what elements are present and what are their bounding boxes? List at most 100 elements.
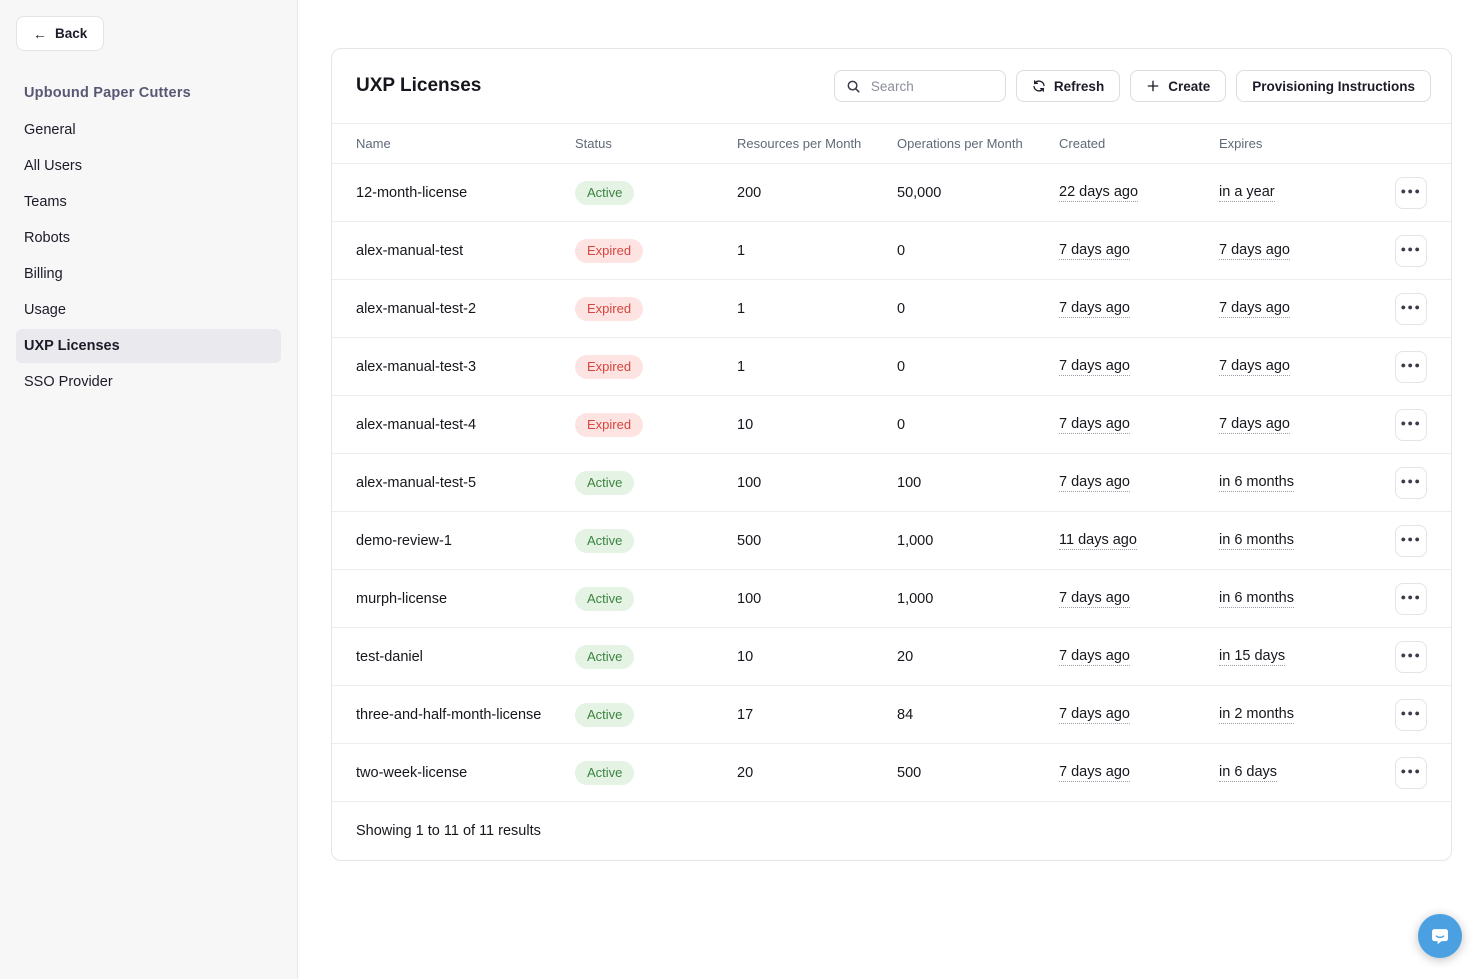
sidebar-item-general[interactable]: General [24,122,76,138]
status-badge: Active [575,470,635,495]
cell-expires[interactable]: 7 days ago [1219,357,1290,376]
cell-created[interactable]: 7 days ago [1059,705,1130,724]
cell-expires[interactable]: 7 days ago [1219,415,1290,434]
provisioning-instructions-button[interactable]: Provisioning Instructions [1236,70,1431,102]
cell-created[interactable]: 7 days ago [1059,589,1130,608]
cell-expires[interactable]: in 6 months [1219,589,1294,608]
cell-expires[interactable]: in 6 months [1219,473,1294,492]
sidebar-item-uxp-licenses[interactable]: UXP Licenses [16,329,281,363]
search-input[interactable] [868,77,994,95]
cell-created[interactable]: 7 days ago [1059,357,1130,376]
row-actions-button[interactable]: ●●● [1395,234,1427,267]
cell-name: alex-manual-test-3 [356,358,477,375]
status-badge: Active [575,760,635,785]
status-badge: Active [575,702,635,727]
cell-created[interactable]: 7 days ago [1059,647,1130,666]
cell-expires[interactable]: in 6 days [1219,763,1278,782]
cell-name: murph-license [356,590,448,607]
status-badge: Expired [575,238,644,263]
cell-expires[interactable]: in 6 months [1219,531,1294,550]
chat-launcher-button[interactable] [1418,914,1462,958]
table-row: alex-manual-test-4 Expired 10 0 7 days a… [332,396,1451,454]
cell-created[interactable]: 7 days ago [1059,241,1130,260]
cell-resources: 1 [737,300,746,317]
cell-expires[interactable]: in 2 months [1219,705,1294,724]
cell-created[interactable]: 11 days ago [1059,531,1137,550]
row-actions-button[interactable]: ●●● [1395,350,1427,383]
cell-resources: 100 [737,590,762,607]
row-actions-button[interactable]: ●●● [1395,408,1427,441]
licenses-card: UXP Licenses Refresh [331,48,1452,861]
refresh-button[interactable]: Refresh [1015,70,1121,102]
search-icon [847,80,860,93]
row-actions-button[interactable]: ●●● [1395,176,1427,209]
ellipsis-icon: ●●● [1400,359,1422,370]
cell-operations: 0 [897,300,906,317]
cell-created[interactable]: 22 days ago [1059,183,1139,202]
sidebar-item-usage[interactable]: Usage [24,302,66,318]
cell-operations: 100 [897,474,922,491]
cell-resources: 1 [737,242,746,259]
cell-operations: 0 [897,242,906,259]
cell-created[interactable]: 7 days ago [1059,299,1130,318]
cell-operations: 1,000 [897,590,934,607]
sidebar-item-teams[interactable]: Teams [24,194,67,210]
cell-resources: 17 [737,706,754,723]
sidebar-item-robots[interactable]: Robots [24,230,70,246]
sidebar-item-all-users[interactable]: All Users [24,158,83,174]
cell-operations: 0 [897,416,906,433]
back-button[interactable]: ← Back [16,16,105,51]
search-box [833,70,1006,102]
table-row: alex-manual-test-5 Active 100 100 7 days… [332,454,1451,512]
status-badge: Active [575,586,635,611]
cell-expires[interactable]: 7 days ago [1219,299,1290,318]
cell-name: alex-manual-test-2 [356,300,477,317]
table-row: alex-manual-test Expired 1 0 7 days ago … [332,222,1451,280]
cell-name: demo-review-1 [356,532,452,549]
create-button-label: Create [1168,78,1211,94]
sidebar-item-sso-provider[interactable]: SSO Provider [24,374,113,390]
table-row: alex-manual-test-2 Expired 1 0 7 days ag… [332,280,1451,338]
ellipsis-icon: ●●● [1400,649,1422,660]
cell-operations: 1,000 [897,532,934,549]
back-button-label: Back [55,26,88,41]
main-content: UXP Licenses Refresh [298,0,1484,979]
cell-name: alex-manual-test-4 [356,416,477,433]
cell-expires[interactable]: 7 days ago [1219,241,1290,260]
row-actions-button[interactable]: ●●● [1395,582,1427,615]
status-badge: Expired [575,412,644,437]
cell-resources: 500 [737,532,762,549]
cell-resources: 10 [737,416,754,433]
sidebar-item-billing[interactable]: Billing [24,266,63,282]
cell-name: alex-manual-test [356,242,464,259]
ellipsis-icon: ●●● [1400,301,1422,312]
chat-bubble-icon [1432,929,1448,945]
column-header-created: Created [1059,136,1106,151]
results-summary: Showing 1 to 11 of 11 results [356,823,541,839]
ellipsis-icon: ●●● [1400,533,1422,544]
cell-resources: 1 [737,358,746,375]
cell-expires[interactable]: in 15 days [1219,647,1286,666]
header-actions: Refresh Create Provisioning Instructions [833,70,1431,102]
row-actions-button[interactable]: ●●● [1395,524,1427,557]
status-badge: Expired [575,296,644,321]
cell-created[interactable]: 7 days ago [1059,473,1130,492]
cell-name: 12-month-license [356,184,468,201]
column-header-expires: Expires [1219,136,1263,151]
create-button[interactable]: Create [1130,70,1227,102]
cell-operations: 84 [897,706,914,723]
table-row: test-daniel Active 10 20 7 days ago in 1… [332,628,1451,686]
row-actions-button[interactable]: ●●● [1395,292,1427,325]
cell-resources: 20 [737,764,754,781]
cell-created[interactable]: 7 days ago [1059,763,1130,782]
table-row: 12-month-license Active 200 50,000 22 da… [332,164,1451,222]
row-actions-button[interactable]: ●●● [1395,698,1427,731]
status-badge: Active [575,644,635,669]
cell-expires[interactable]: in a year [1219,183,1275,202]
row-actions-button[interactable]: ●●● [1395,466,1427,499]
row-actions-button[interactable]: ●●● [1395,756,1427,789]
table-row: two-week-license Active 20 500 7 days ag… [332,744,1451,802]
cell-created[interactable]: 7 days ago [1059,415,1130,434]
ellipsis-icon: ●●● [1400,475,1422,486]
row-actions-button[interactable]: ●●● [1395,640,1427,673]
